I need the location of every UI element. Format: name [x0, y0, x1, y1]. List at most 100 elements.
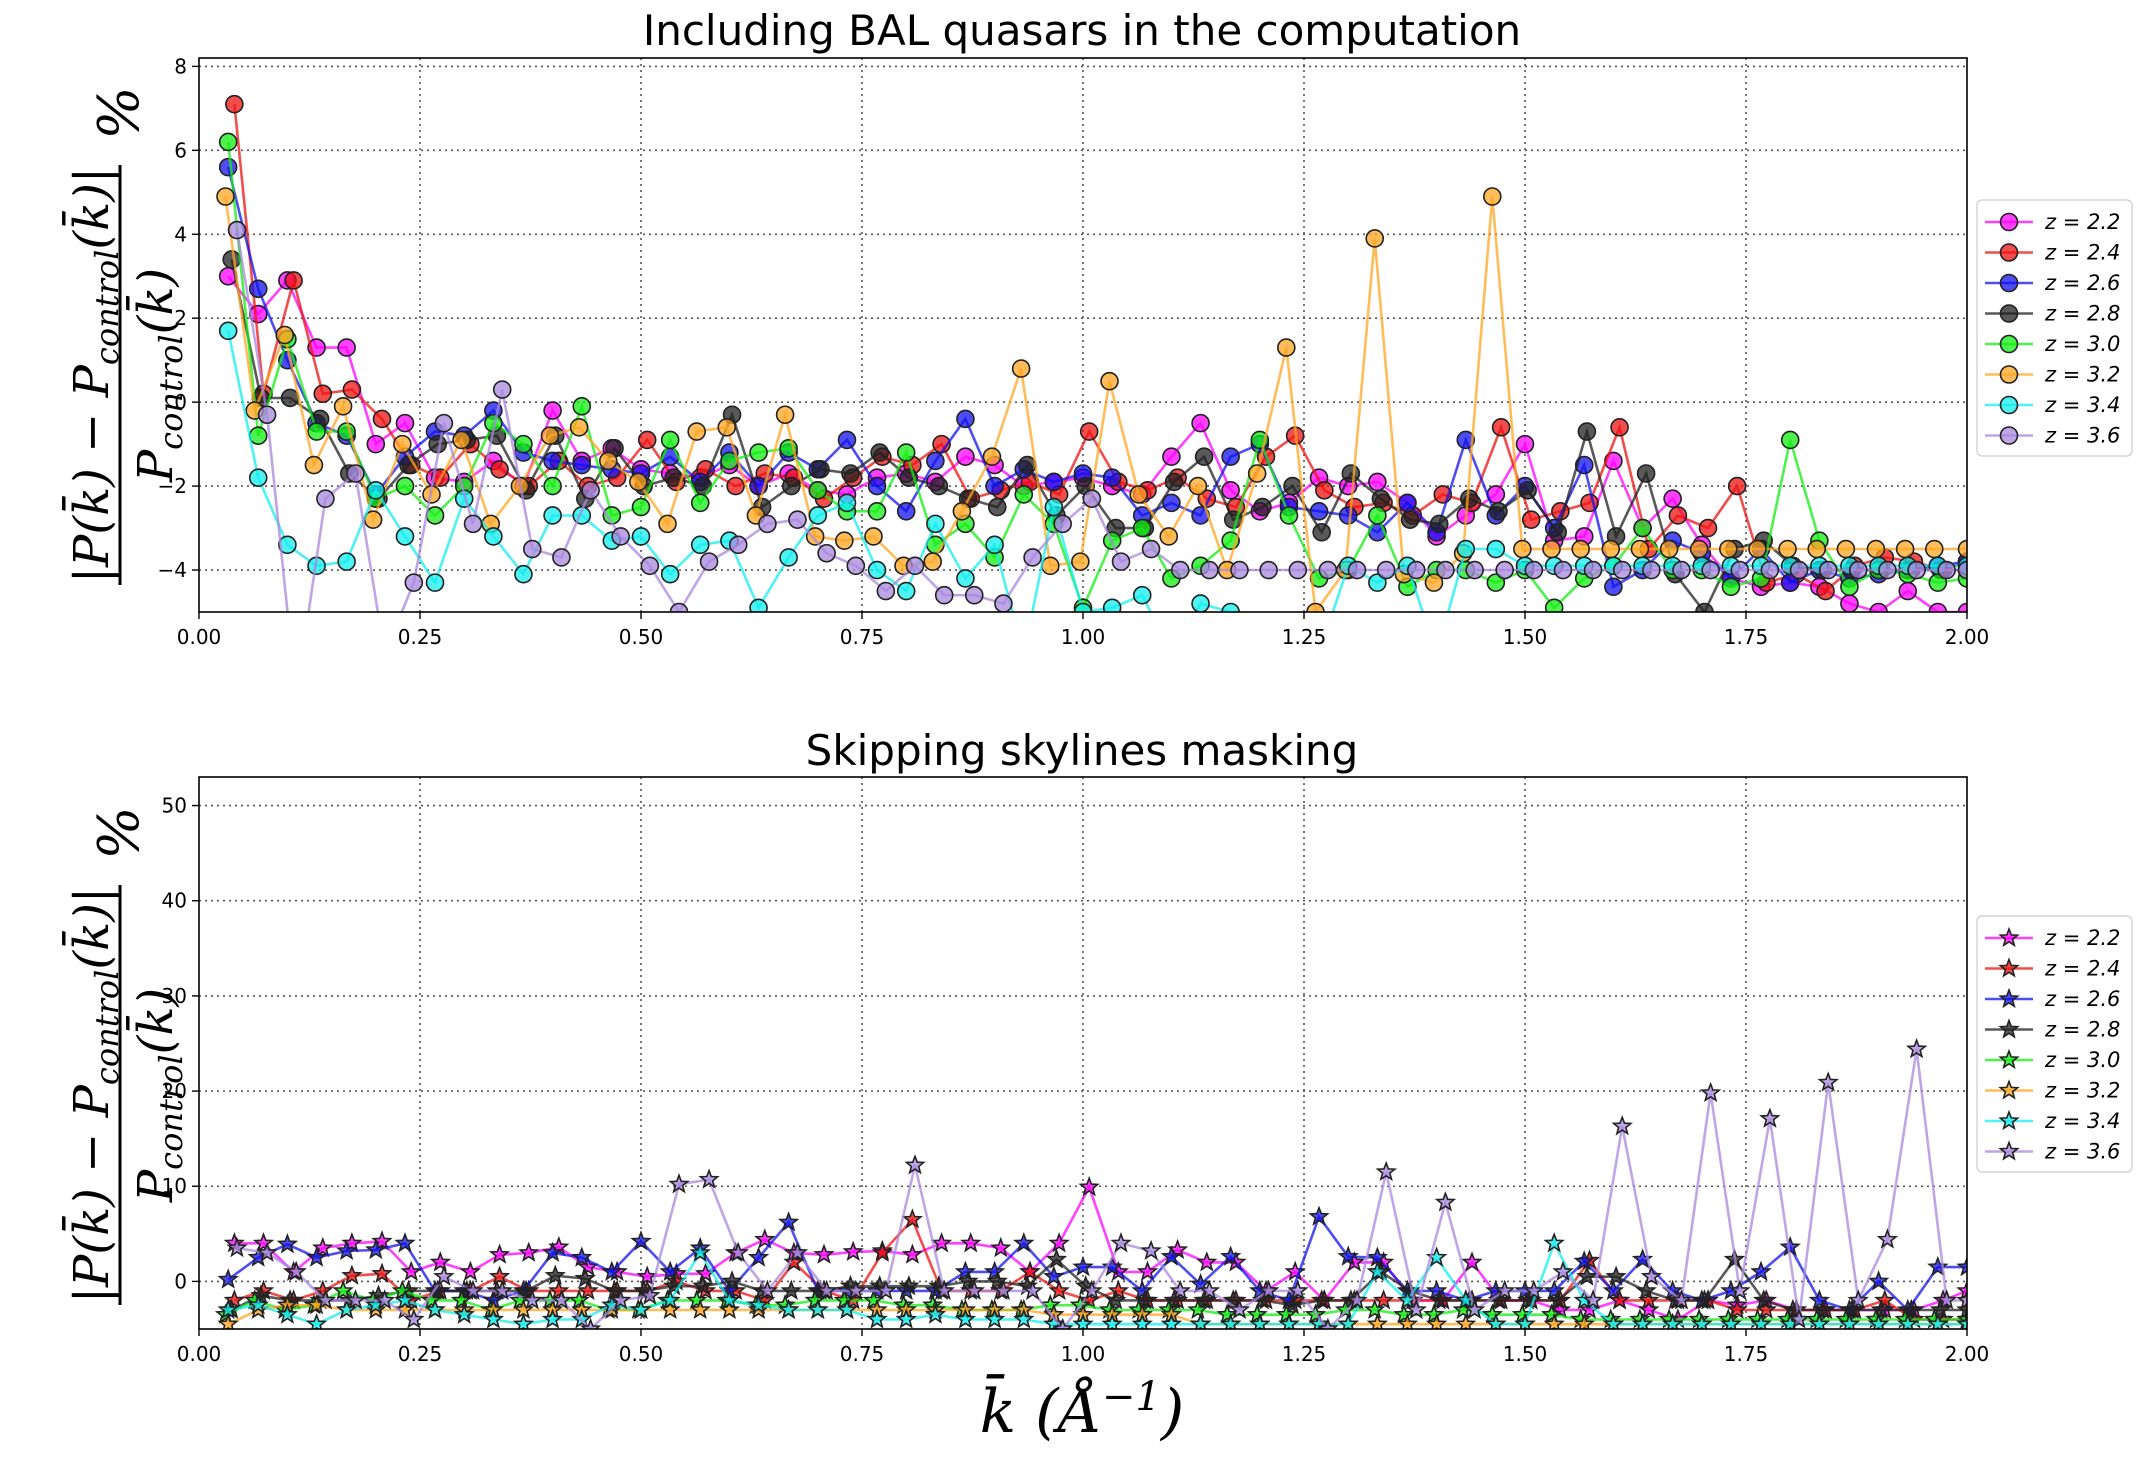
data-point — [1695, 602, 1714, 612]
data-point — [1905, 1037, 1928, 1059]
data-point — [1748, 539, 1767, 559]
data-point — [1956, 1289, 1967, 1310]
data-point — [223, 1289, 246, 1310]
data-point — [304, 455, 324, 475]
data-point — [1495, 560, 1514, 580]
data-point — [1221, 447, 1240, 467]
legend-marker — [1999, 365, 2019, 384]
legend-label: z = 2.2 — [2044, 926, 2120, 950]
legend-item: z = 2.6 — [1985, 987, 2120, 1011]
data-point — [391, 1279, 414, 1301]
data-point — [1927, 1312, 1949, 1329]
x-tick-label: 0.50 — [619, 1342, 664, 1366]
panel-skylines-masking: Skipping skylines masking 0.00 0.25 0.50 0.… — [61, 726, 2133, 1447]
data-point — [1540, 1303, 1563, 1324]
data-point — [1895, 539, 1915, 559]
data-point — [1429, 514, 1449, 534]
data-point — [895, 1308, 917, 1329]
data-point — [1546, 1289, 1569, 1310]
data-point — [521, 1289, 543, 1310]
data-point — [1249, 1312, 1271, 1329]
data-point — [1101, 1255, 1123, 1277]
data-point — [689, 1241, 711, 1262]
legend-label: z = 2.8 — [2044, 1018, 2120, 1042]
data-point — [1162, 493, 1181, 513]
data-point — [305, 1312, 328, 1329]
data-point — [225, 94, 244, 114]
series-line — [227, 1213, 1967, 1313]
data-point — [376, 645, 393, 662]
data-point — [896, 443, 916, 462]
data-point — [1840, 594, 1859, 612]
data-point — [1719, 539, 1738, 559]
legend-marker — [1998, 1079, 2020, 1100]
legend-marker — [1998, 1109, 2020, 1131]
data-point — [217, 1268, 239, 1289]
legend-label: z = 2.2 — [2044, 210, 2120, 234]
data-point — [808, 506, 828, 525]
data-point — [718, 1298, 741, 1320]
data-point — [433, 1265, 455, 1286]
series-group — [214, 1037, 1967, 1329]
data-point — [1228, 1298, 1251, 1320]
data-point — [541, 1308, 564, 1329]
data-point — [1542, 539, 1561, 559]
data-point — [1368, 573, 1387, 592]
legend-marker — [1998, 957, 2020, 978]
data-point — [1132, 518, 1152, 538]
data-point — [1219, 1312, 1242, 1329]
data-point — [285, 1260, 307, 1282]
data-point — [571, 1246, 593, 1267]
data-point — [1287, 1279, 1309, 1301]
data-point — [312, 1279, 334, 1301]
y-tick-label: 4 — [174, 222, 187, 246]
data-point — [1019, 1260, 1041, 1282]
data-point — [1281, 1293, 1304, 1315]
data-point — [1604, 577, 1623, 597]
data-point — [1338, 506, 1358, 525]
data-point — [425, 506, 445, 525]
data-point — [276, 1303, 299, 1324]
data-point — [1465, 560, 1484, 580]
data-point — [1491, 418, 1511, 437]
data-point — [550, 1289, 573, 1310]
data-point — [728, 535, 748, 555]
data-point — [1044, 472, 1064, 492]
data-point — [572, 455, 592, 475]
data-point — [1817, 1071, 1839, 1092]
data-point — [777, 1298, 800, 1320]
data-point — [314, 1289, 337, 1310]
data-point — [1521, 510, 1541, 529]
data-point — [1436, 560, 1455, 580]
data-point — [1191, 594, 1210, 612]
data-point — [577, 1279, 599, 1301]
data-point — [1578, 1298, 1601, 1320]
data-point — [1543, 1279, 1565, 1301]
svg-text:|P(k̄) − Pcontrol(k̄)|: |P(k̄) − Pcontrol(k̄)| — [61, 887, 126, 1303]
data-point — [1840, 577, 1859, 597]
data-point — [491, 1279, 513, 1301]
data-point — [1463, 1298, 1486, 1320]
data-point — [956, 569, 975, 588]
data-point — [630, 1298, 652, 1320]
data-point — [1701, 560, 1720, 580]
legend: z = 2.2 z = 2.4 z = 2.6 z = 2.8 z = 3.0 z = 3… — [1976, 199, 2133, 457]
data-point — [222, 250, 242, 269]
data-point — [901, 1208, 924, 1229]
x-tick-label: 2.00 — [1945, 1342, 1990, 1366]
data-point — [395, 476, 415, 496]
legend-label: z = 3.2 — [2044, 363, 2120, 387]
data-point — [248, 468, 268, 487]
data-point — [994, 594, 1013, 612]
x-tick-label: 1.00 — [1061, 625, 1106, 649]
data-point — [395, 413, 415, 433]
data-point — [1481, 1303, 1504, 1324]
data-point — [1045, 1248, 1068, 1269]
data-point — [247, 1293, 269, 1315]
legend-label: z = 3.0 — [2044, 1048, 2120, 1072]
data-point — [492, 380, 512, 399]
data-point — [341, 1232, 363, 1253]
series-3.6 — [227, 220, 1967, 662]
data-point — [1867, 1270, 1890, 1291]
legend-marker — [1999, 212, 2019, 232]
